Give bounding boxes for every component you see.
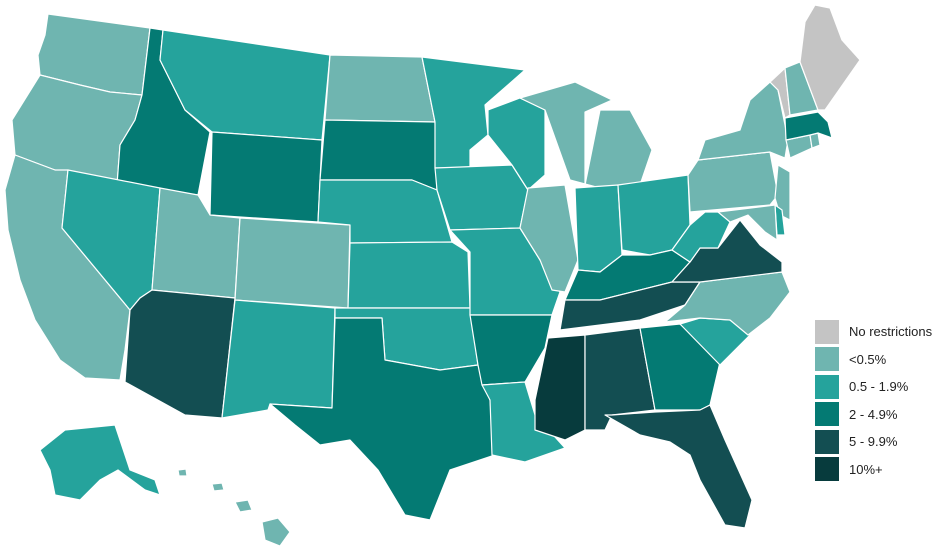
legend-label: 2 - 4.9% [849,406,898,422]
legend-label: 0.5 - 1.9% [849,379,909,395]
map-legend: No restrictions <0.5% 0.5 - 1.9% 2 - 4.9… [815,318,932,483]
legend-label: 5 - 9.9% [849,434,898,450]
state-new-mexico [221,299,336,419]
state-rhode-island [809,132,821,149]
legend-label: <0.5% [849,351,887,367]
state-iowa [434,164,529,231]
state-indiana [574,184,623,273]
state-pennsylvania [687,151,779,213]
legend-item-under-0-5: <0.5% [815,346,932,374]
legend-item-2-to-4-9: 2 - 4.9% [815,401,932,429]
legend-label: No restrictions [849,324,933,340]
state-new-jersey [774,164,791,221]
state-louisiana [481,381,566,463]
state-arkansas [469,314,553,386]
state-hawaii-island-4 [177,468,188,477]
state-hawaii [261,517,291,547]
state-hawaii-island-3 [211,482,225,492]
state-texas [269,317,496,521]
legend-swatch [815,374,839,399]
state-michigan [519,81,653,189]
legend-item-no-restrictions: No restrictions [815,318,932,346]
state-wyoming [209,131,323,223]
legend-swatch [815,347,839,372]
state-hawaii-island-2 [234,499,253,513]
legend-swatch [815,319,839,344]
state-colorado [234,217,351,309]
state-alaska [39,424,161,501]
state-florida [604,404,753,529]
state-illinois [519,184,579,293]
state-massachusetts [784,111,833,141]
state-maine [799,4,861,111]
legend-swatch [815,457,839,482]
legend-label: 10%+ [849,461,883,477]
legend-swatch [815,402,839,427]
state-vermont [769,67,791,119]
state-new-york [697,81,789,161]
legend-item-10-plus: 10%+ [815,456,932,484]
state-north-dakota [324,54,436,123]
state-maryland [717,204,778,241]
legend-swatch [815,429,839,454]
legend-item-5-to-9-9: 5 - 9.9% [815,428,932,456]
state-minnesota [421,56,526,169]
legend-item-0-5-to-1-9: 0.5 - 1.9% [815,373,932,401]
state-kansas [347,241,471,309]
state-arizona [124,289,236,419]
